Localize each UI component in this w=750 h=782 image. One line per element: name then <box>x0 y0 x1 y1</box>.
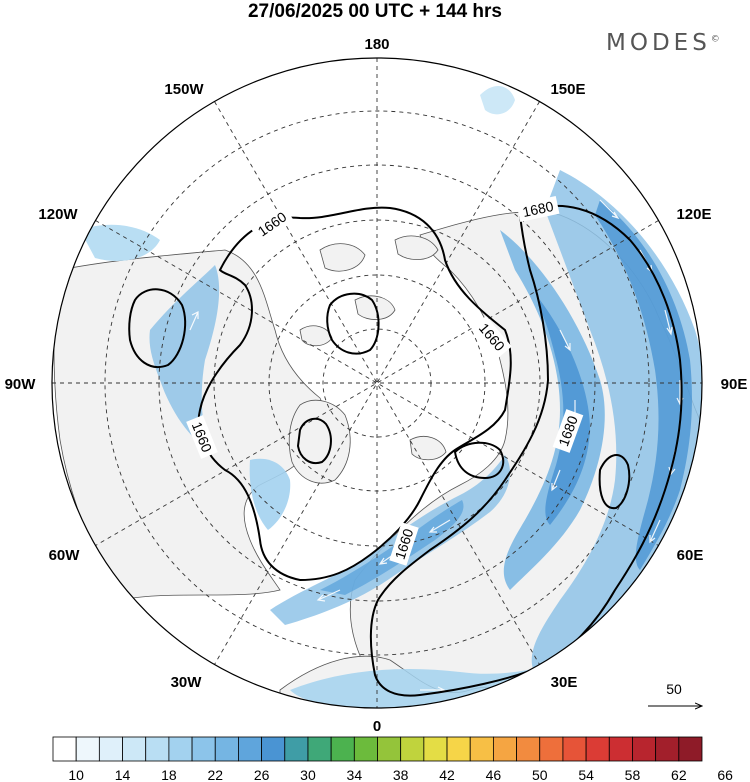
brand-logo: MODES© <box>606 30 720 56</box>
colorbar-tick-label: 14 <box>115 767 131 782</box>
jet-band-atlantic <box>270 455 510 625</box>
contour-label-halos <box>186 196 584 566</box>
contour-closed-siberia <box>598 454 631 510</box>
jet-band-alaska <box>80 224 160 261</box>
colorbar-swatch <box>632 736 657 762</box>
lon-label-180: 180 <box>364 36 389 53</box>
map-title: 27/06/2025 00 UTC + 144 hrs <box>247 1 503 22</box>
colorbar-tick-label: 62 <box>671 767 687 782</box>
colorbar-tick-label: 18 <box>161 767 177 782</box>
colorbar-swatch <box>238 736 263 762</box>
contour-closed-pole <box>326 292 380 355</box>
map-disk <box>52 58 702 708</box>
jet-core-east <box>595 200 692 570</box>
colorbar-swatch <box>562 736 587 762</box>
colorbar-swatch <box>145 736 170 762</box>
greenland <box>288 399 351 484</box>
colorbar-tick-label: 22 <box>207 767 223 782</box>
lon-label-120w: 120W <box>38 206 78 223</box>
colorbar-tick-label: 50 <box>532 767 548 782</box>
reference-vector-label: 50 <box>666 681 682 697</box>
colorbar-tick-label: 54 <box>578 767 594 782</box>
map-border <box>51 57 703 709</box>
reference-vector: 50 <box>648 681 702 706</box>
lon-label-150w: 150W <box>164 81 204 98</box>
colorbar-tick-label: 26 <box>254 767 270 782</box>
colorbar-tick-label: 30 <box>300 767 316 782</box>
lon-label-30e: 30E <box>551 674 578 691</box>
colorbar-swatch <box>75 736 100 762</box>
colorbar-tick-label: 34 <box>347 767 363 782</box>
lon-label-0: 0 <box>373 718 381 735</box>
colorbar-swatch <box>284 736 309 762</box>
lon-label-90w: 90W <box>5 376 37 393</box>
jet-band-pacific <box>480 85 515 115</box>
colorbar-tick-label: 42 <box>439 767 455 782</box>
colorbar-swatch <box>307 736 332 762</box>
colorbar-swatch <box>122 736 147 762</box>
contour-closed-alaska <box>128 288 187 368</box>
lon-label-60e: 60E <box>677 547 704 564</box>
colorbar-swatch <box>330 736 355 762</box>
colorbar-swatch <box>539 736 564 762</box>
colorbar-swatch <box>168 736 193 762</box>
height-contours <box>128 204 683 697</box>
colorbar-swatch <box>423 736 448 762</box>
colorbar-swatch <box>214 736 239 762</box>
wind-vectors <box>189 199 684 694</box>
colorbar-tick-label: 58 <box>625 767 641 782</box>
colorbar-swatch <box>492 736 517 762</box>
colorbar-swatch <box>678 736 703 762</box>
jet-band-greenland <box>249 458 291 530</box>
colorbar-swatch <box>98 736 123 762</box>
jet-band-siberia <box>500 230 605 590</box>
colorbar-tick-label: 46 <box>486 767 502 782</box>
brand-mark: © <box>710 34 720 45</box>
longitude-labels: 180 150E 120E 90E 60E 30E 0 30W 60W 90W … <box>5 36 748 735</box>
contour-1680-east <box>369 204 683 697</box>
lon-label-60w: 60W <box>49 547 81 564</box>
colorbar-swatch <box>446 736 471 762</box>
colorbar-tick-label: 10 <box>68 767 84 782</box>
lon-label-30w: 30W <box>171 674 203 691</box>
colorbar-swatch <box>52 736 77 762</box>
arctic-islands <box>299 235 447 461</box>
colorbar-swatch <box>608 736 633 762</box>
colorbar-swatch <box>585 736 610 762</box>
jet-core-atlantic <box>320 500 464 595</box>
graticule <box>52 58 702 708</box>
lon-label-120e: 120E <box>676 206 711 223</box>
brand-text: MODES <box>606 30 711 56</box>
lon-label-150e: 150E <box>550 81 585 98</box>
contour-main-1660 <box>197 206 512 582</box>
contour-closed-greenland <box>296 417 332 464</box>
colorbar-swatch <box>469 736 494 762</box>
colorbar-swatch <box>400 736 425 762</box>
colorbar-swatch <box>377 736 402 762</box>
colorbar-swatch <box>353 736 378 762</box>
lon-label-90e: 90E <box>721 376 748 393</box>
contour-label-far-ne: 1680 <box>521 198 555 220</box>
colorbar-swatch <box>191 736 216 762</box>
colorbar-swatch <box>261 736 286 762</box>
colorbar-tick-label: 38 <box>393 767 409 782</box>
colorbar-swatch <box>655 736 680 762</box>
colorbar-tick-label: 66 <box>717 767 733 782</box>
contour-closed-scand <box>453 441 505 480</box>
colorbar-swatch <box>516 736 541 762</box>
colorbar: 10141822263034384246505458626670 <box>52 736 733 782</box>
